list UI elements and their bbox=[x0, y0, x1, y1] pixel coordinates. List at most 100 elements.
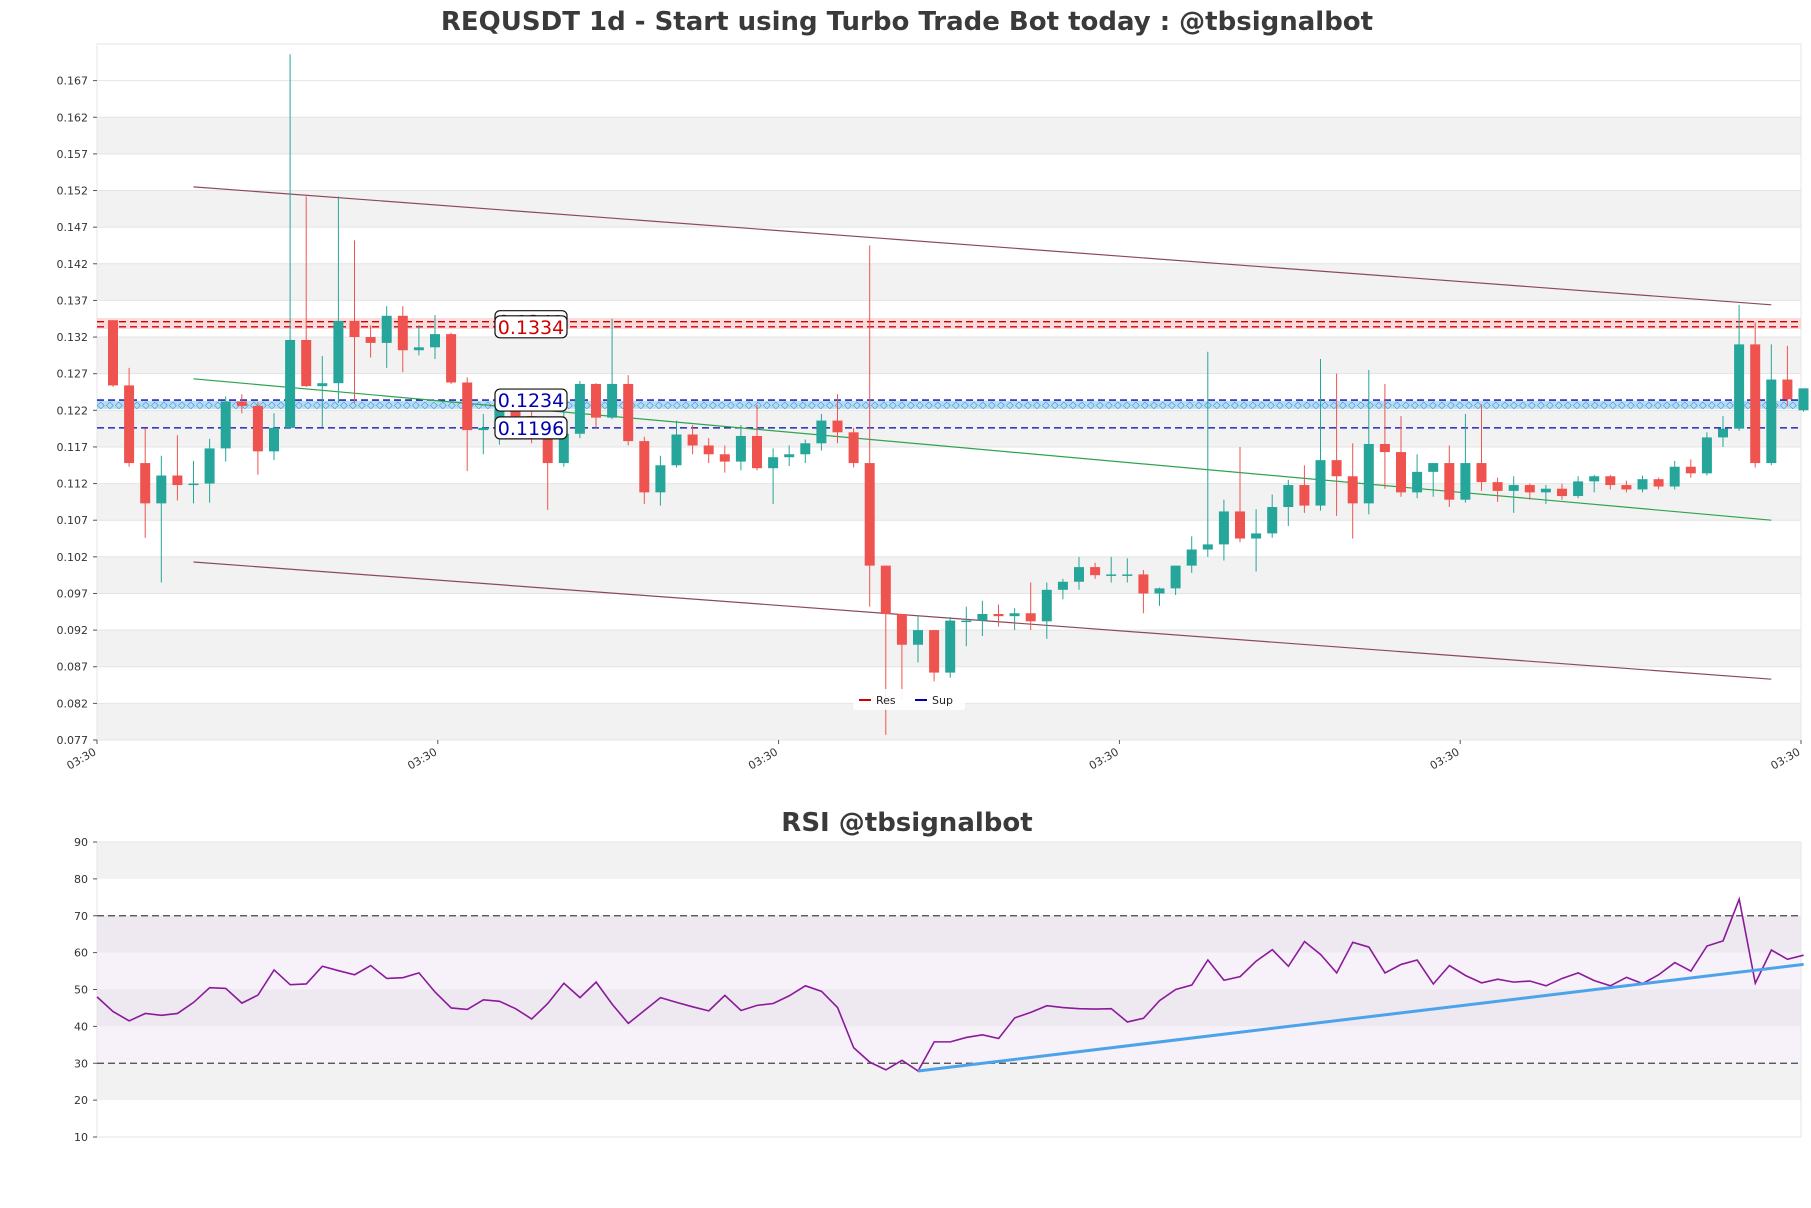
candle-body bbox=[1106, 574, 1117, 576]
price-x-tick-label: 03:30 bbox=[1769, 745, 1803, 772]
support-zone-marker: ◇ bbox=[1699, 400, 1707, 411]
candle-body bbox=[1766, 379, 1777, 464]
candle-body bbox=[510, 408, 521, 417]
candle-body bbox=[285, 339, 296, 428]
support-zone-marker: ◇ bbox=[367, 400, 375, 411]
candle-body bbox=[1154, 588, 1165, 594]
level-label: 0.1196 bbox=[498, 418, 564, 440]
candle-body bbox=[1782, 379, 1793, 400]
support-zone-marker: ◇ bbox=[1393, 400, 1401, 411]
candle-body bbox=[252, 405, 263, 452]
support-zone-marker: ◇ bbox=[1501, 400, 1509, 411]
support-zone-marker: ◇ bbox=[583, 400, 591, 411]
support-zone-marker: ◇ bbox=[1015, 400, 1023, 411]
support-zone-marker: ◇ bbox=[1177, 400, 1185, 411]
candle-body bbox=[1460, 463, 1471, 500]
candle-body bbox=[1798, 388, 1809, 411]
candle-body bbox=[1315, 460, 1326, 506]
candle-body bbox=[1347, 476, 1358, 504]
price-chart-title: REQUSDT 1d - Start using Turbo Trade Bot… bbox=[441, 7, 1373, 37]
support-zone-marker: ◇ bbox=[952, 400, 960, 411]
price-y-tick-label: 0.132 bbox=[57, 331, 89, 344]
candle-body bbox=[961, 620, 972, 623]
support-zone-marker: ◇ bbox=[340, 400, 348, 411]
price-y-tick-label: 0.077 bbox=[57, 734, 89, 747]
candle-body bbox=[1299, 485, 1310, 506]
candle-body bbox=[574, 383, 585, 434]
price-band bbox=[97, 263, 1801, 301]
support-zone-marker: ◇ bbox=[997, 400, 1005, 411]
support-zone-marker: ◇ bbox=[1411, 400, 1419, 411]
price-x-tick-label: 03:30 bbox=[65, 745, 99, 772]
rsi-line bbox=[96, 896, 1804, 1073]
support-zone-marker: ◇ bbox=[772, 400, 780, 411]
candle-body bbox=[1235, 511, 1245, 539]
support-zone-marker: ◇ bbox=[259, 400, 267, 411]
support-zone-marker: ◇ bbox=[1096, 400, 1104, 411]
support-zone-marker: ◇ bbox=[1267, 400, 1275, 411]
rsi-y-tick-label: 60 bbox=[74, 947, 88, 960]
support-zone-marker: ◇ bbox=[1249, 400, 1257, 411]
support-zone-marker: ◇ bbox=[943, 400, 951, 411]
candle-body bbox=[558, 433, 569, 464]
support-zone-marker: ◇ bbox=[1339, 400, 1347, 411]
candle-body bbox=[1718, 428, 1728, 438]
support-zone-marker: ◇ bbox=[988, 400, 996, 411]
candle-body bbox=[1653, 479, 1664, 487]
candle-body bbox=[1363, 444, 1374, 504]
support-zone-marker: ◇ bbox=[1537, 400, 1545, 411]
support-zone-marker: ◇ bbox=[448, 400, 456, 411]
price-y-tick-label: 0.147 bbox=[57, 221, 89, 234]
candle-body bbox=[446, 334, 457, 383]
support-zone-marker: ◇ bbox=[1528, 400, 1536, 411]
candle-body bbox=[880, 565, 891, 614]
support-zone-marker: ◇ bbox=[637, 400, 645, 411]
candle-body bbox=[1283, 485, 1294, 508]
support-zone-marker: ◇ bbox=[1132, 400, 1140, 411]
support-zone-marker: ◇ bbox=[412, 400, 420, 411]
support-zone-marker: ◇ bbox=[313, 400, 321, 411]
support-zone-marker: ◇ bbox=[1033, 400, 1041, 411]
candle-body bbox=[1267, 507, 1278, 534]
support-zone-marker: ◇ bbox=[781, 400, 789, 411]
support-zone-marker: ◇ bbox=[1429, 400, 1437, 411]
candle-body bbox=[687, 434, 698, 446]
support-zone-marker: ◇ bbox=[844, 400, 852, 411]
support-zone-marker: ◇ bbox=[601, 400, 609, 411]
support-zone-marker: ◇ bbox=[1105, 400, 1113, 411]
support-zone-marker: ◇ bbox=[1168, 400, 1176, 411]
price-x-tick-label: 03:30 bbox=[1087, 745, 1121, 772]
support-zone-marker: ◇ bbox=[1447, 400, 1455, 411]
level-label-box bbox=[494, 416, 568, 440]
rsi-chart-title: RSI @tbsignalbot bbox=[781, 808, 1032, 838]
support-zone-marker: ◇ bbox=[916, 400, 924, 411]
price-y-tick-label: 0.082 bbox=[57, 697, 89, 710]
candle-body bbox=[349, 320, 360, 338]
support-zone-marker: ◇ bbox=[1717, 400, 1725, 411]
rsi-y-tick-label: 50 bbox=[74, 984, 88, 997]
price-y-tick-label: 0.112 bbox=[57, 478, 89, 491]
rsi-neutral-zone bbox=[97, 915, 1801, 1064]
support-zone-marker: ◇ bbox=[1510, 400, 1518, 411]
support-zone-marker: ◇ bbox=[1789, 400, 1797, 411]
support-zone-marker: ◇ bbox=[1492, 400, 1500, 411]
support-zone-marker: ◇ bbox=[961, 400, 969, 411]
support-zone-marker: ◇ bbox=[1303, 400, 1311, 411]
support-zone-marker: ◇ bbox=[1159, 400, 1167, 411]
candle-body bbox=[188, 483, 199, 486]
support-zone-marker: ◇ bbox=[1060, 400, 1068, 411]
support-zone-marker: ◇ bbox=[718, 400, 726, 411]
support-zone-marker: ◇ bbox=[133, 400, 141, 411]
candle-body bbox=[1090, 567, 1101, 576]
candle-body bbox=[220, 401, 231, 449]
candle-body bbox=[1009, 613, 1020, 617]
level-label-box bbox=[494, 388, 568, 412]
rsi-y-tick-label: 90 bbox=[74, 836, 88, 849]
level-lines bbox=[97, 321, 1801, 429]
legend: Res Sup bbox=[853, 689, 965, 710]
price-band bbox=[97, 410, 1801, 447]
support-zone-marker: ◇ bbox=[970, 400, 978, 411]
support-zone-marker: ◇ bbox=[1483, 400, 1491, 411]
support-zone-marker: ◇ bbox=[277, 400, 285, 411]
